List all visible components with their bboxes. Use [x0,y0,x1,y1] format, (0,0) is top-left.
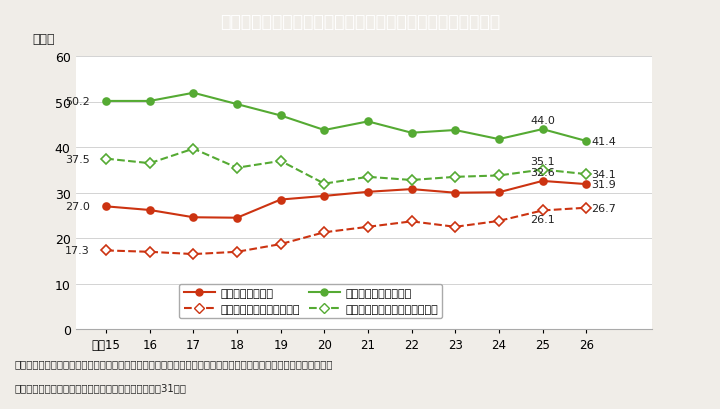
Text: 26.7: 26.7 [591,203,616,213]
Text: 31.9: 31.9 [591,180,616,190]
Text: 41.4: 41.4 [591,137,616,146]
Text: 17.3: 17.3 [65,246,89,256]
Legend: 都道府県（全体）, 都道府県（大学卒業程度）, 政令指定都市（全体）, 政令指定都市（大学卒業程度）: 都道府県（全体）, 都道府県（大学卒業程度）, 政令指定都市（全体）, 政令指定… [179,284,442,318]
Text: 37.5: 37.5 [65,154,89,164]
Text: 34.1: 34.1 [591,170,616,180]
Text: Ｉ－１－７図　地方公務員採用者に占める女性の割合の推移: Ｉ－１－７図 地方公務員採用者に占める女性の割合の推移 [220,13,500,30]
Text: ２．採用期間は，各年４月１日から翌年３月31日。: ２．採用期間は，各年４月１日から翌年３月31日。 [14,382,186,392]
Text: （備考）１．内閣府「地方公共団体における男女共同参画社会の形成又は女性に関する施策の推進状況」より作成。: （備考）１．内閣府「地方公共団体における男女共同参画社会の形成又は女性に関する施… [14,358,333,368]
Text: 26.1: 26.1 [530,215,555,225]
Text: 44.0: 44.0 [530,116,555,126]
Text: 35.1: 35.1 [530,157,555,166]
Text: 27.0: 27.0 [65,202,89,212]
Text: 50.2: 50.2 [65,97,89,107]
Text: 32.6: 32.6 [530,168,555,178]
Text: （％）: （％） [32,34,55,46]
